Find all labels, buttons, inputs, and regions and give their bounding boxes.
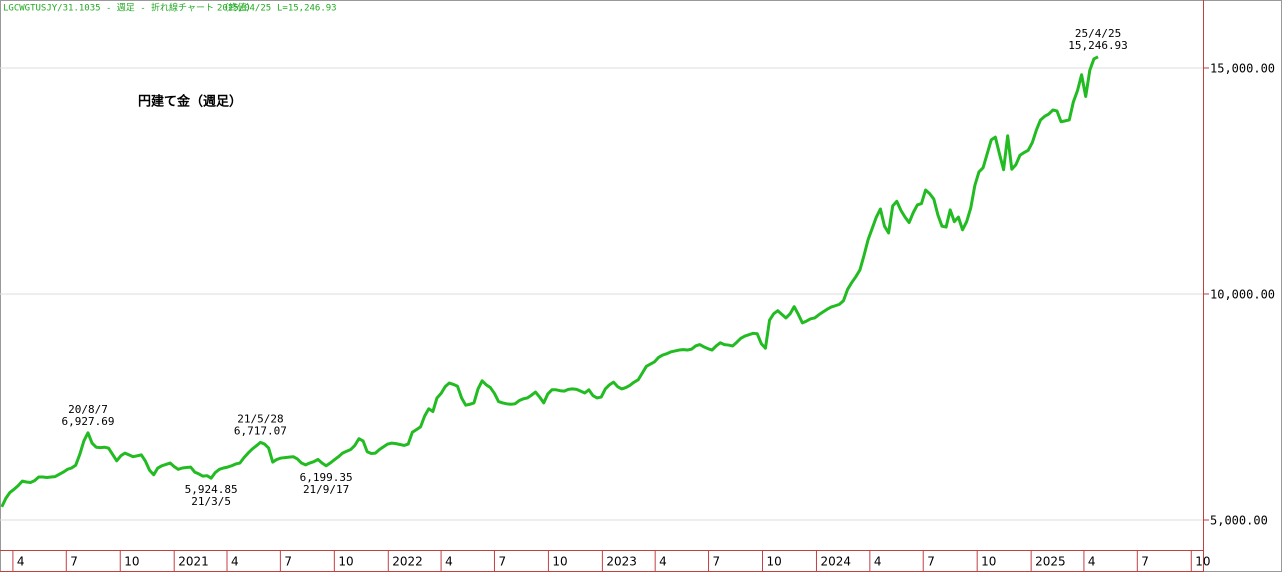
x-tick-label: 7 bbox=[498, 555, 506, 569]
x-tick-label: 4 bbox=[874, 555, 882, 569]
x-tick-label: 7 bbox=[284, 555, 292, 569]
annotation: 20/8/7 bbox=[68, 403, 108, 416]
annotation: 5,924.85 bbox=[185, 483, 238, 496]
y-tick-label: 5,000.00 bbox=[1210, 513, 1268, 527]
x-tick-label: 4 bbox=[445, 555, 453, 569]
x-tick-label: 4 bbox=[231, 555, 239, 569]
x-tick-label: 4 bbox=[1088, 555, 1096, 569]
annotation: 21/9/17 bbox=[303, 483, 349, 496]
x-tick-label: 2021 bbox=[178, 555, 209, 569]
header: LGCWGTUSJY/31.1035 - 週足 - 折れ線チャート （終値） bbox=[3, 2, 255, 14]
x-tick-label: 7 bbox=[927, 555, 935, 569]
x-tick-label: 10 bbox=[1195, 555, 1210, 569]
annotation: 15,246.93 bbox=[1068, 39, 1128, 52]
x-tick-label: 10 bbox=[338, 555, 353, 569]
annotation: 25/4/25 bbox=[1075, 27, 1121, 40]
x-tick-label: 2022 bbox=[392, 555, 423, 569]
header-last: L=15,246.93 bbox=[277, 4, 337, 14]
annotation: 6,717.07 bbox=[234, 424, 287, 437]
x-tick-label: 10 bbox=[552, 555, 567, 569]
x-tick-label: 4 bbox=[659, 555, 667, 569]
y-tick-label: 15,000.00 bbox=[1210, 61, 1275, 75]
annotation: 21/3/5 bbox=[191, 495, 231, 508]
x-tick-label: 2024 bbox=[820, 555, 851, 569]
x-tick-label: 10 bbox=[767, 555, 782, 569]
annotation: 6,927.69 bbox=[61, 415, 114, 428]
x-tick-label: 2025 bbox=[1035, 555, 1066, 569]
header-date: 2025/04/25 bbox=[217, 4, 271, 14]
x-tick-label: 7 bbox=[713, 555, 721, 569]
series-line bbox=[0, 55, 1099, 508]
annotation: 6,199.35 bbox=[300, 471, 353, 484]
x-tick-label: 7 bbox=[1141, 555, 1149, 569]
x-tick-label: 4 bbox=[17, 555, 25, 569]
annotation: 21/5/28 bbox=[237, 412, 283, 425]
x-tick-label: 10 bbox=[124, 555, 139, 569]
x-tick-label: 7 bbox=[70, 555, 78, 569]
y-tick-label: 10,000.00 bbox=[1210, 287, 1275, 301]
series-label: 円建て金（週足） bbox=[138, 94, 242, 110]
x-tick-label: 10 bbox=[981, 555, 996, 569]
x-tick-label: 2023 bbox=[606, 555, 637, 569]
